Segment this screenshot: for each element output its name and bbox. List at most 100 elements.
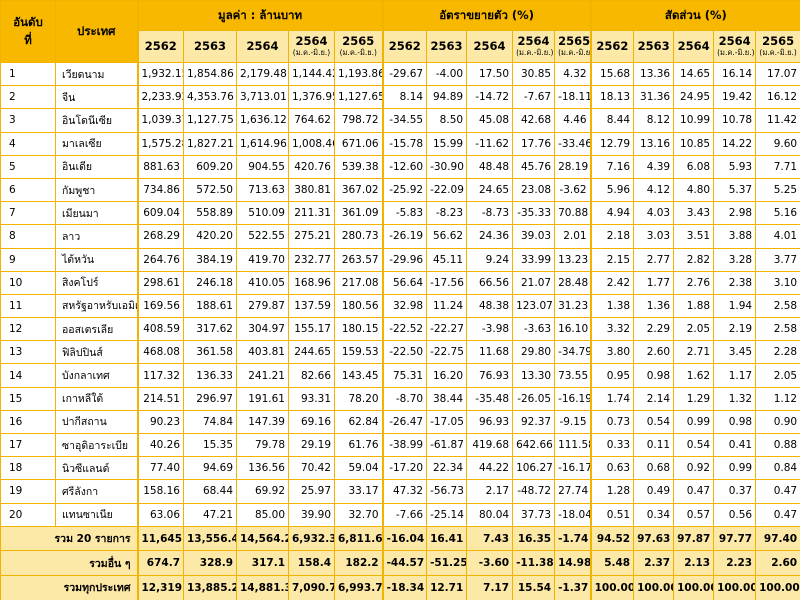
cell-value: 5.25 [755, 177, 800, 203]
cell-value: 3.43 [673, 201, 715, 226]
cell-value: 713.63 [236, 177, 289, 203]
cell-value: 0.37 [713, 479, 757, 504]
cell-value: 17.07 [755, 61, 800, 87]
period: (ม.ค.-มิ.ย.) [516, 47, 554, 57]
cell-value: 28.19 [554, 154, 592, 179]
total-label: รวม 20 รายการ [0, 525, 138, 552]
cell-value: 8.12 [633, 108, 675, 133]
cell-value: 28.48 [554, 270, 592, 295]
cell-value: 13.36 [633, 61, 675, 87]
cell-value: 180.56 [333, 293, 384, 319]
year-header: 2565(ม.ค.-มิ.ย.) [755, 30, 800, 63]
total-value: 158.4 [288, 550, 335, 576]
rank: 7 [0, 201, 56, 226]
country: อินเดีย [55, 154, 138, 179]
cell-value: 42.68 [512, 108, 556, 133]
data-row: 12 ออสเตรเลีย 408.59 317.62 304.97 155.17 180.… [0, 317, 800, 342]
cell-value: 111.58 [554, 432, 592, 458]
cell-value: 2.18 [589, 224, 635, 249]
country: ซาอุดิอาระเบีย [55, 432, 138, 458]
cell-value: 1.32 [713, 386, 757, 411]
cell-value: -9.15 [554, 409, 592, 435]
year-header: 2564 (ม.ค.-มิ.ย.) [713, 30, 757, 63]
cell-value: 25.97 [288, 479, 335, 504]
total-value: -1.74 [554, 525, 592, 552]
cell-value: 16.12 [755, 85, 800, 110]
country: นิวซีแลนด์ [55, 456, 138, 481]
cell-value: 191.61 [236, 386, 289, 411]
rank: 15 [0, 386, 56, 411]
cell-value: 1.38 [589, 293, 635, 319]
cell-value: -11.62 [466, 131, 514, 156]
cell-value: 4.46 [554, 108, 592, 133]
cell-value: 66.56 [466, 270, 514, 295]
cell-value: 367.02 [333, 177, 384, 203]
cell-value: 90.23 [136, 409, 184, 435]
total-value: 2.23 [713, 550, 757, 576]
cell-value: 48.38 [466, 293, 514, 319]
cell-value: -22.27 [426, 317, 468, 342]
rank: 18 [0, 456, 56, 481]
cell-value: 15.99 [426, 131, 468, 156]
cell-value: 38.44 [426, 386, 468, 411]
cell-value: 263.57 [333, 247, 384, 272]
country: อินโดนีเซีย [55, 108, 138, 133]
cell-value: -8.23 [426, 201, 468, 226]
cell-value: -17.20 [381, 456, 428, 481]
data-row: 18 นิวซีแลนด์ 77.40 94.69 136.56 70.42 59.04 -1… [0, 456, 800, 481]
cell-value: 539.38 [333, 154, 384, 179]
cell-value: 0.99 [673, 409, 715, 435]
cell-value: 0.92 [673, 456, 715, 481]
year-header: 2564 [466, 30, 514, 63]
cell-value: 4.01 [755, 224, 800, 249]
cell-value: 361.09 [333, 201, 384, 226]
cell-value: 11.68 [466, 340, 514, 365]
total-value: 97.77 [713, 525, 757, 552]
cell-value: 22.34 [426, 456, 468, 481]
cell-value: 3,713.01 [236, 85, 289, 110]
cell-value: 904.55 [236, 154, 289, 179]
cell-value: 168.96 [288, 270, 335, 295]
country: เวียดนาม [55, 61, 138, 87]
cell-value: -48.72 [512, 479, 556, 504]
cell-value: 63.06 [136, 502, 184, 527]
cell-value: 70.88 [554, 201, 592, 226]
total-value: 2.60 [755, 550, 800, 576]
cell-value: 304.97 [236, 317, 289, 342]
cell-value: 671.06 [333, 131, 384, 156]
cell-value: 1,127.75 [183, 108, 237, 133]
cell-value: 1,376.95 [288, 85, 335, 110]
cell-value: -16.19 [554, 386, 592, 411]
group-header: มูลค่า : ล้านบาท [136, 0, 384, 31]
cell-value: 9.24 [466, 247, 514, 272]
data-row: 13 ฟิลิปปินส์ 468.08 361.58 403.81 244.65 159.… [0, 340, 800, 365]
data-row: 10 สิงคโปร์ 298.61 246.18 410.05 168.96 217.08… [0, 270, 800, 295]
cell-value: 123.07 [512, 293, 556, 319]
cell-value: 0.34 [633, 502, 675, 527]
cell-value: 2.58 [755, 317, 800, 342]
total-value: 12.71 [426, 574, 468, 600]
cell-value: -29.67 [381, 61, 428, 87]
cell-value: 2.28 [755, 340, 800, 365]
total-value: -3.60 [466, 550, 514, 576]
cell-value: 45.11 [426, 247, 468, 272]
data-row: 4มาเลเซีย1,575.281,827.211,614.961,008.4… [0, 131, 800, 156]
year-header: 2562 [136, 30, 184, 63]
data-row: 17 ซาอุดิอาระเบีย 40.26 15.35 79.78 29.19 61.7… [0, 432, 800, 458]
data-row: 1เวียดนาม1,932.151,854.862,179.481,144.4… [0, 61, 800, 87]
cell-value: 136.33 [183, 363, 237, 388]
cell-value: 47.21 [183, 502, 237, 527]
cell-value: -8.73 [466, 201, 514, 226]
total-row: รวมอื่น ๆ 674.7 328.9 317.1 158.4 182.2 -44.57… [0, 550, 800, 576]
cell-value: 0.47 [755, 502, 800, 527]
cell-value: 2,179.48 [236, 61, 289, 87]
total-value: 7.17 [466, 574, 514, 600]
subheader-row: 2562 2563 2564 2564 (ม.ค.-มิ.ย.) 2565 (ม.ค.-มิ… [1, 30, 800, 63]
country: ศรีลังกา [55, 479, 138, 504]
cell-value: 8.14 [381, 85, 428, 110]
cell-value: 13.30 [512, 363, 556, 388]
cell-value: 1.62 [673, 363, 715, 388]
cell-value: 1.74 [589, 386, 635, 411]
cell-value: 3.88 [713, 224, 757, 249]
cell-value: 92.37 [512, 409, 556, 435]
